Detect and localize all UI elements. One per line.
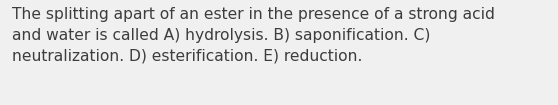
Text: The splitting apart of an ester in the presence of a strong acid
and water is ca: The splitting apart of an ester in the p… [12, 7, 495, 63]
